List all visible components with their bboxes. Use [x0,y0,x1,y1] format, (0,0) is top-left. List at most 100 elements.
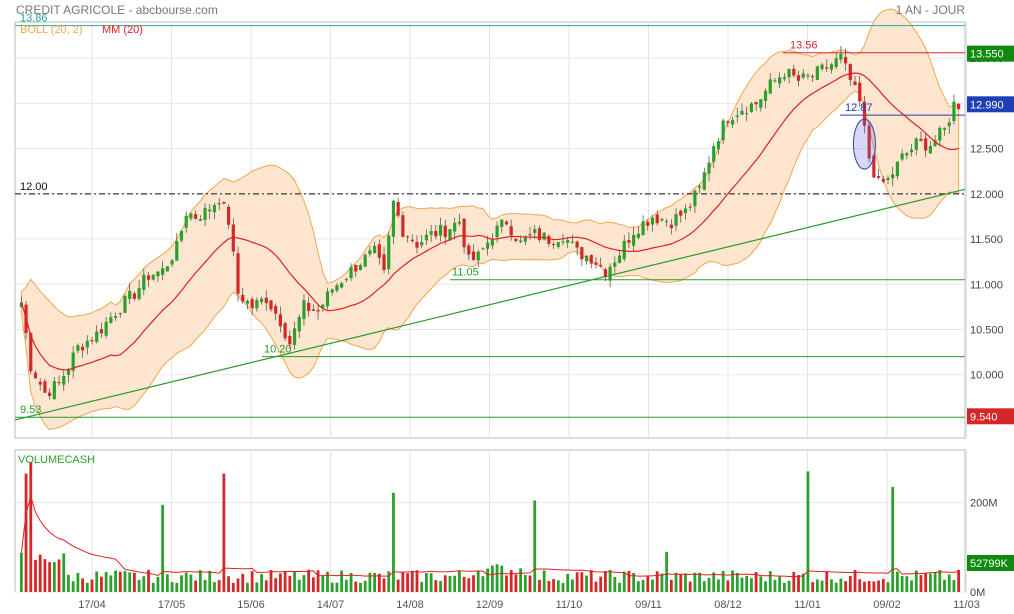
volume-bar [147,569,150,592]
volume-bar [797,575,800,592]
candle-body [62,375,66,385]
candle [325,287,330,310]
volume-bar [778,576,782,592]
volume-average-line [20,494,959,578]
volume-bar [189,574,193,592]
candle-body [721,120,725,141]
volume-tick-label: 0M [970,587,985,599]
volume-bar [104,572,108,592]
candle-body [514,238,518,242]
candle [636,226,640,240]
candle [405,235,410,243]
volume-bar [665,551,669,592]
volume-bar [340,570,344,592]
candle [198,215,202,222]
volume-bar [382,578,386,592]
candle-body [250,299,254,309]
candle [476,250,480,267]
candle [834,52,838,70]
candle [307,296,311,317]
candle-body [872,155,876,178]
resistance-tag-bg [967,45,1014,62]
volume-bar [43,559,47,592]
candle [594,257,598,269]
candle [297,314,301,338]
candle [608,263,612,288]
volume-bar [782,582,786,592]
candle-body [909,149,914,153]
volume-bar [552,579,555,592]
candle-body [151,274,155,280]
candle-body [801,73,805,78]
candle-body [453,222,457,232]
candle-body [401,215,405,237]
volume-bar [830,579,833,592]
candle [881,176,885,184]
candle-body [796,75,801,81]
candle [448,228,452,241]
volume-bar [307,569,311,592]
candle-body [76,345,80,351]
candle [52,376,56,400]
volume-bar [316,570,320,592]
candle [387,231,391,275]
candle-body [264,297,268,304]
candle-body [490,239,494,246]
volume-bar [321,575,325,592]
candle-body [146,275,151,280]
candle-body [278,314,283,327]
volume-bar [566,573,570,592]
candle-body [867,125,871,159]
candle-body [570,241,575,243]
volume-bar [933,571,937,592]
candle [269,300,273,312]
volume-bar [255,582,259,592]
candle-body [194,214,198,219]
candle-body [161,268,165,275]
candle [368,245,372,257]
x-tick-label: 17/05 [158,599,186,611]
candle-body [806,75,810,77]
candle [29,332,33,375]
volume-bar [924,572,928,592]
volume-bar [476,570,480,592]
volume-bar [208,570,212,592]
candle [48,388,52,400]
candle-body [85,340,89,348]
volume-bar [688,581,692,592]
candle-body [599,264,603,267]
candle [730,116,735,129]
candle-body [302,300,306,319]
volume-bar [203,579,207,592]
volume-bar [85,582,89,592]
volume-bar [726,580,730,592]
candle [194,210,198,220]
candle [853,76,857,86]
candle [740,103,744,116]
candle [726,120,730,127]
volume-bar [222,473,226,592]
candle [90,336,94,345]
volume-bar [297,579,301,592]
price-tick-label: 10.000 [970,370,1004,382]
candle [650,215,655,232]
candle [542,231,546,241]
candle-body [363,254,367,267]
candle [575,240,579,256]
volume-bar [490,565,494,592]
candle-body [179,230,184,241]
candle-body [137,288,141,299]
candle-body [768,79,772,94]
volume-bar [227,576,230,592]
volume-bar [561,582,565,592]
candle [363,253,367,268]
candle [429,224,433,243]
horizontal-levels [14,25,966,421]
candle [556,242,560,249]
candle-body [33,372,38,379]
volume-bar [533,500,537,592]
chart-labels: 17/04 17/05 15/06 14/07 14/08 12/09 11/10 09/11… [20,13,1014,611]
candle-body [109,317,113,323]
candle-body [523,237,527,242]
candle-body [292,328,297,345]
